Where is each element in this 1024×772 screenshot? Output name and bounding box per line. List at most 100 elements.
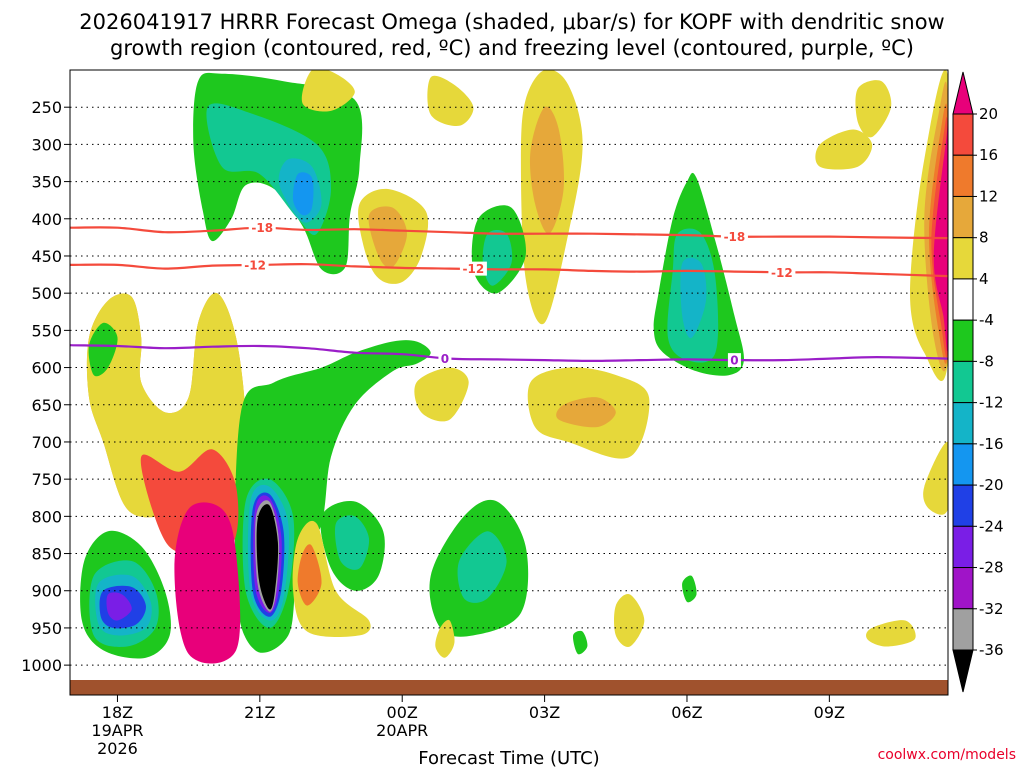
- omega-region-26: [368, 206, 407, 269]
- omega-region-21: [301, 70, 355, 112]
- isotherm-label-bg-4: [768, 265, 796, 280]
- grid-layer: [70, 106, 948, 666]
- omega-region-22: [427, 75, 474, 126]
- y-tick-label-500: 500: [31, 284, 62, 303]
- x-axis-label: Forecast Time (UTC): [418, 748, 599, 768]
- y-tick-label-350: 350: [31, 173, 62, 192]
- isotherm-line-0: [70, 226, 948, 240]
- y-tick-label-700: 700: [31, 433, 62, 452]
- omega-region-17: [106, 592, 132, 621]
- colorbar-bottom-arrow: [952, 649, 974, 693]
- y-tick-label-650: 650: [31, 396, 62, 415]
- isotherm-label-1: -12: [244, 258, 266, 272]
- isotherm-label-4: -12: [771, 266, 793, 280]
- colorbar-label-11: -28: [979, 559, 1004, 577]
- isotherm-label-bg-5: [438, 351, 452, 366]
- y-axis-ticks: 250 300 350 400 450 500 550 600 650 700 750 800 850 9…: [21, 98, 70, 675]
- y-tick-label-950: 950: [31, 619, 62, 638]
- x-tick-label-3-0: 03Z: [529, 703, 560, 722]
- colorbar-box-1: [952, 154, 974, 197]
- x-tick-label-0-0: 18Z: [102, 703, 133, 722]
- y-tick-label-300: 300: [31, 135, 62, 154]
- omega-region-33: [855, 80, 892, 138]
- colorbar-label-6: -8: [979, 352, 994, 370]
- omega-region-53: [923, 441, 948, 515]
- omega-region-19: [174, 502, 241, 664]
- x-tick-label-1-0: 21Z: [244, 703, 275, 722]
- y-tick-label-550: 550: [31, 321, 62, 340]
- y-tick-label-400: 400: [31, 210, 62, 229]
- colorbar-box-5: [952, 319, 974, 362]
- isotherm-label-layer: -18 -12 -12 -18 -12 0 0: [241, 220, 796, 368]
- y-tick-label-900: 900: [31, 582, 62, 601]
- colorbar-label-7: -12: [979, 394, 1004, 412]
- omega-region-41: [414, 367, 469, 422]
- y-tick-label-850: 850: [31, 545, 62, 564]
- colorbar-box-8: [952, 443, 974, 486]
- colorbar-label-2: 12: [979, 187, 998, 205]
- x-tick-label-2-1: 20APR: [376, 721, 428, 740]
- colorbar-top-arrow: [952, 71, 974, 115]
- y-tick-label-800: 800: [31, 507, 62, 526]
- y-tick-label-750: 750: [31, 470, 62, 489]
- x-tick-label-0-2: 2026: [97, 739, 138, 758]
- chart-title-line2: growth region (contoured, red, ºC) and f…: [110, 36, 914, 60]
- isotherm-label-bg-0: [248, 220, 276, 235]
- omega-region-12: [256, 504, 279, 610]
- y-tick-label-1000: 1000: [21, 656, 62, 675]
- isotherm-label-0: -18: [251, 221, 273, 235]
- omega-region-43: [334, 515, 370, 570]
- x-tick-label-0-1: 19APR: [91, 721, 143, 740]
- colorbar-label-9: -20: [979, 476, 1004, 494]
- colorbar-box-12: [952, 608, 974, 651]
- credit-text: coolwx.com/models: [878, 747, 1016, 763]
- omega-region-50: [866, 620, 916, 647]
- omega-region-45: [457, 531, 507, 603]
- omega-shading-layer: [80, 70, 948, 664]
- omega-region-48: [614, 593, 645, 648]
- plot-border: [69, 69, 949, 696]
- colorbar-box-0: [952, 113, 974, 156]
- colorbar-box-4: [952, 278, 974, 321]
- isotherm-label-5: 0: [441, 352, 449, 366]
- isotherm-line-2: [70, 344, 948, 363]
- omega-region-51: [572, 630, 588, 655]
- colorbar-label-13: -36: [979, 641, 1004, 659]
- omega-region-47: [297, 544, 322, 606]
- colorbar-label-3: 8: [979, 229, 989, 247]
- isotherm-label-bg-3: [720, 229, 748, 244]
- omega-region-49: [435, 619, 455, 658]
- y-tick-label-600: 600: [31, 359, 62, 378]
- omega-region-31: [680, 257, 707, 339]
- x-tick-label-4-0: 06Z: [671, 703, 702, 722]
- x-tick-label-5-0: 09Z: [814, 703, 845, 722]
- omega-region-32: [815, 129, 873, 170]
- omega-region-5: [292, 172, 314, 216]
- isotherm-label-6: 0: [730, 354, 738, 368]
- colorbar-label-5: -4: [979, 311, 994, 329]
- colorbar-label-0: 20: [979, 105, 998, 123]
- ground-bar: [70, 680, 948, 695]
- y-tick-label-450: 450: [31, 247, 62, 266]
- isotherm-label-bg-2: [459, 261, 487, 276]
- omega-region-24: [529, 106, 565, 234]
- colorbar-box-3: [952, 237, 974, 280]
- colorbar-label-12: -32: [979, 600, 1004, 618]
- colorbar-label-4: 4: [979, 270, 989, 288]
- chart-title-line1: 2026041917 HRRR Forecast Omega (shaded, …: [79, 10, 944, 34]
- isotherm-label-2: -12: [463, 262, 485, 276]
- omega-region-20: [88, 322, 118, 377]
- colorbar-box-11: [952, 567, 974, 610]
- colorbar-label-1: 16: [979, 146, 998, 164]
- colorbar-box-7: [952, 402, 974, 445]
- colorbar-label-8: -16: [979, 435, 1004, 453]
- isotherm-label-bg-1: [241, 257, 269, 272]
- colorbar: 20 16 12 8 4 -4 -8 -12 -16 -20 -24 -28 -32 -36: [952, 71, 1004, 693]
- omega-region-52: [682, 575, 697, 603]
- colorbar-box-6: [952, 360, 974, 404]
- colorbar-box-9: [952, 484, 974, 527]
- colorbar-box-2: [952, 195, 974, 239]
